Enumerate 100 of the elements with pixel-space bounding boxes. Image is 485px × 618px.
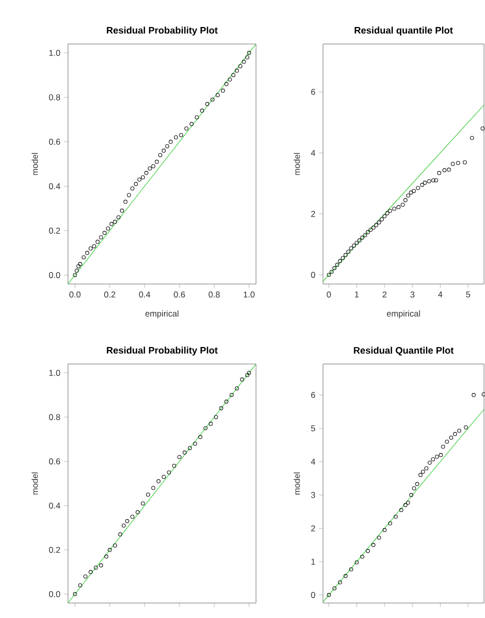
point <box>382 214 387 218</box>
point <box>188 446 192 450</box>
point <box>162 148 166 153</box>
point <box>464 425 468 430</box>
point <box>198 435 202 439</box>
point <box>358 238 362 242</box>
point <box>99 563 104 568</box>
point <box>177 454 182 459</box>
point <box>158 153 162 158</box>
point <box>418 473 422 477</box>
point <box>113 220 117 224</box>
point <box>462 160 467 164</box>
point <box>230 393 234 397</box>
point <box>412 486 416 490</box>
point <box>165 144 170 148</box>
y-axis-title: model <box>294 153 300 175</box>
y-tick-label: 0.4 <box>49 183 60 190</box>
point <box>409 190 413 194</box>
point <box>416 186 420 190</box>
point <box>346 250 350 254</box>
point <box>377 536 381 540</box>
point <box>240 378 244 382</box>
point <box>122 524 126 528</box>
point <box>247 50 252 55</box>
point <box>428 460 432 465</box>
point <box>182 450 187 454</box>
x-tick-label: 2 <box>382 292 386 298</box>
point <box>431 457 436 462</box>
y-tick-label: 0 <box>311 272 316 278</box>
y-tick-label: 2 <box>311 525 316 532</box>
x-tick-label: 4 <box>438 292 442 298</box>
point <box>234 68 239 73</box>
point <box>394 514 398 519</box>
point <box>72 592 77 596</box>
point <box>352 244 356 248</box>
point <box>78 583 82 588</box>
point <box>480 126 485 130</box>
y-tick-label: 1 <box>311 558 316 565</box>
point <box>88 246 93 250</box>
point <box>354 560 359 564</box>
point <box>113 543 117 548</box>
y-tick-label: 0.8 <box>49 94 60 100</box>
point <box>326 593 331 597</box>
point <box>151 164 156 168</box>
point <box>403 503 408 507</box>
y-tick-label: 1.0 <box>49 370 60 376</box>
point <box>168 140 173 144</box>
point <box>88 570 93 574</box>
point <box>190 122 194 126</box>
x-tick-label: 5 <box>466 292 470 298</box>
y-tick-label: 5 <box>311 425 316 432</box>
point <box>136 510 140 514</box>
point <box>438 453 443 457</box>
point <box>146 492 150 497</box>
point <box>116 215 120 220</box>
y-tick-label: 3 <box>311 492 316 498</box>
y-tick-label: 0.0 <box>49 591 60 598</box>
point <box>166 470 171 474</box>
point <box>396 205 400 210</box>
point <box>441 444 446 449</box>
point <box>420 182 424 187</box>
point <box>449 436 454 440</box>
point <box>247 370 252 375</box>
point <box>377 220 381 224</box>
y-tick-label: 0 <box>311 592 316 598</box>
point <box>366 230 370 234</box>
point <box>102 230 107 235</box>
y-tick-label: 0.0 <box>49 272 60 278</box>
point <box>332 266 336 270</box>
point <box>194 115 199 120</box>
point <box>388 208 392 213</box>
point <box>245 55 250 60</box>
point <box>82 255 86 260</box>
point <box>415 482 420 486</box>
point <box>434 454 439 459</box>
point <box>74 268 79 273</box>
x-axis-title: empirical <box>386 310 420 318</box>
point <box>371 226 376 230</box>
point <box>332 586 336 590</box>
point <box>94 566 98 570</box>
point <box>85 250 90 255</box>
point <box>242 60 246 64</box>
point <box>130 514 134 519</box>
point <box>106 226 110 230</box>
point <box>427 179 432 184</box>
x-tick-label: 3 <box>410 292 414 298</box>
point <box>224 400 228 404</box>
chart-title: Residual Probability Plot <box>106 346 218 356</box>
point <box>224 82 228 86</box>
point <box>200 108 204 113</box>
point <box>406 500 410 505</box>
point <box>400 202 405 207</box>
point <box>366 549 370 553</box>
point <box>456 160 460 165</box>
x-tick-label: 0.6 <box>174 292 185 298</box>
y-tick-label: 4 <box>310 150 316 156</box>
point <box>338 580 342 584</box>
point <box>335 262 340 267</box>
point <box>137 178 142 182</box>
chart-title: Residual quantile Plot <box>354 26 453 36</box>
